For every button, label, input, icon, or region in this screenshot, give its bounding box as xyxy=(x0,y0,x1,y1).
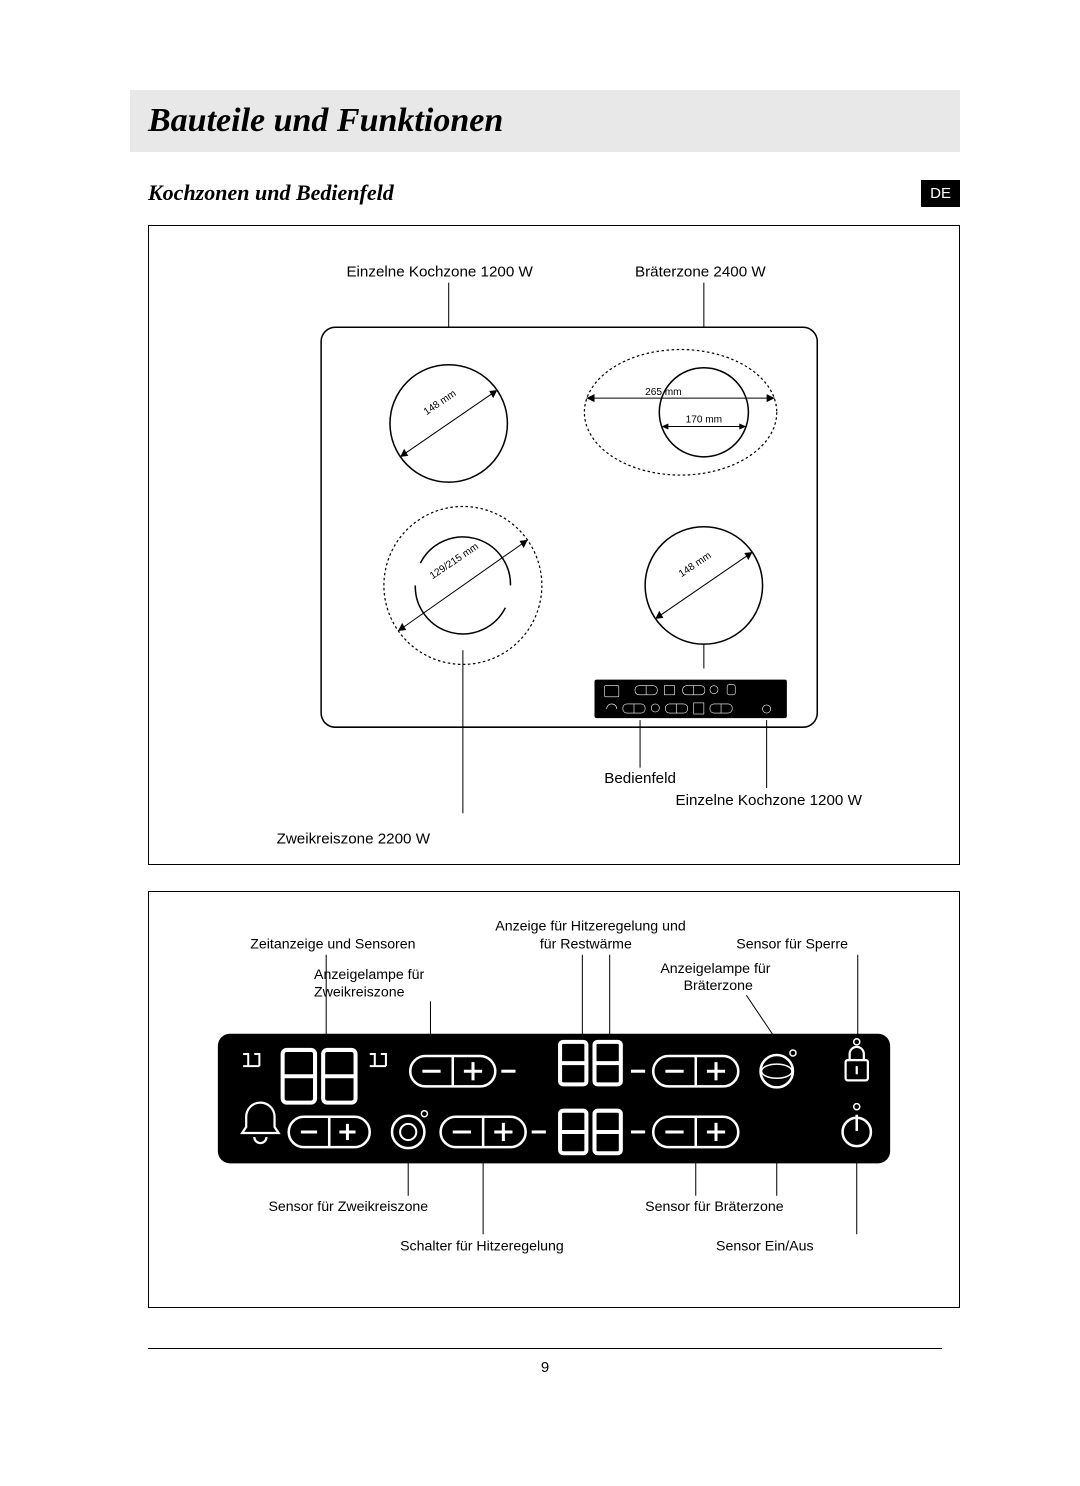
label-zone-tr: Bräterzone 2400 W xyxy=(635,264,766,281)
label-lamp-dual-l2: Zweikreiszone xyxy=(314,984,405,1000)
label-heat-display-l2: für Restwärme xyxy=(540,937,632,953)
label-time: Zeitanzeige und Sensoren xyxy=(250,937,415,953)
control-panel-body xyxy=(218,1034,890,1164)
label-sensor-roast: Sensor für Bräterzone xyxy=(645,1199,784,1215)
label-lock: Sensor für Sperre xyxy=(736,937,848,953)
label-panel: Bedienfeld xyxy=(604,770,676,787)
label-zone-bl: Zweikreiszone 2200 W xyxy=(277,831,431,848)
control-panel-svg: Anzeige für Hitzeregelung und für Restwä… xyxy=(149,892,959,1307)
label-heat-switch: Schalter für Hitzeregelung xyxy=(400,1238,564,1254)
section-title: Bauteile und Funktionen xyxy=(148,102,942,140)
label-lamp-roast-l2: Bräterzone xyxy=(684,978,753,994)
label-sensor-dual: Sensor für Zweikreiszone xyxy=(268,1199,428,1215)
control-panel-diagram: Anzeige für Hitzeregelung und für Restwä… xyxy=(148,891,960,1308)
label-lamp-dual: Anzeigelampe für xyxy=(314,967,424,983)
label-power: Sensor Ein/Aus xyxy=(716,1238,814,1254)
language-badge: DE xyxy=(921,180,960,207)
dim-tr-outer: 265 mm xyxy=(645,387,682,398)
cooktop-svg: Einzelne Kochzone 1200 W Bräterzone 2400… xyxy=(149,226,959,864)
page-number: 9 xyxy=(130,1359,960,1376)
cooktop-diagram: Einzelne Kochzone 1200 W Bräterzone 2400… xyxy=(148,225,960,865)
label-zone-tl: Einzelne Kochzone 1200 W xyxy=(346,264,533,281)
mini-control-panel xyxy=(595,680,787,718)
label-heat-display-l1: Anzeige für Hitzeregelung und xyxy=(495,918,685,934)
label-lamp-roast: Anzeigelampe für xyxy=(660,961,770,977)
dim-tr-inner: 170 mm xyxy=(686,414,723,425)
footer-divider xyxy=(148,1348,942,1349)
section-title-bar: Bauteile und Funktionen xyxy=(130,90,960,152)
label-zone-br: Einzelne Kochzone 1200 W xyxy=(676,792,863,809)
subsection-title: Kochzonen und Bedienfeld xyxy=(130,180,394,206)
